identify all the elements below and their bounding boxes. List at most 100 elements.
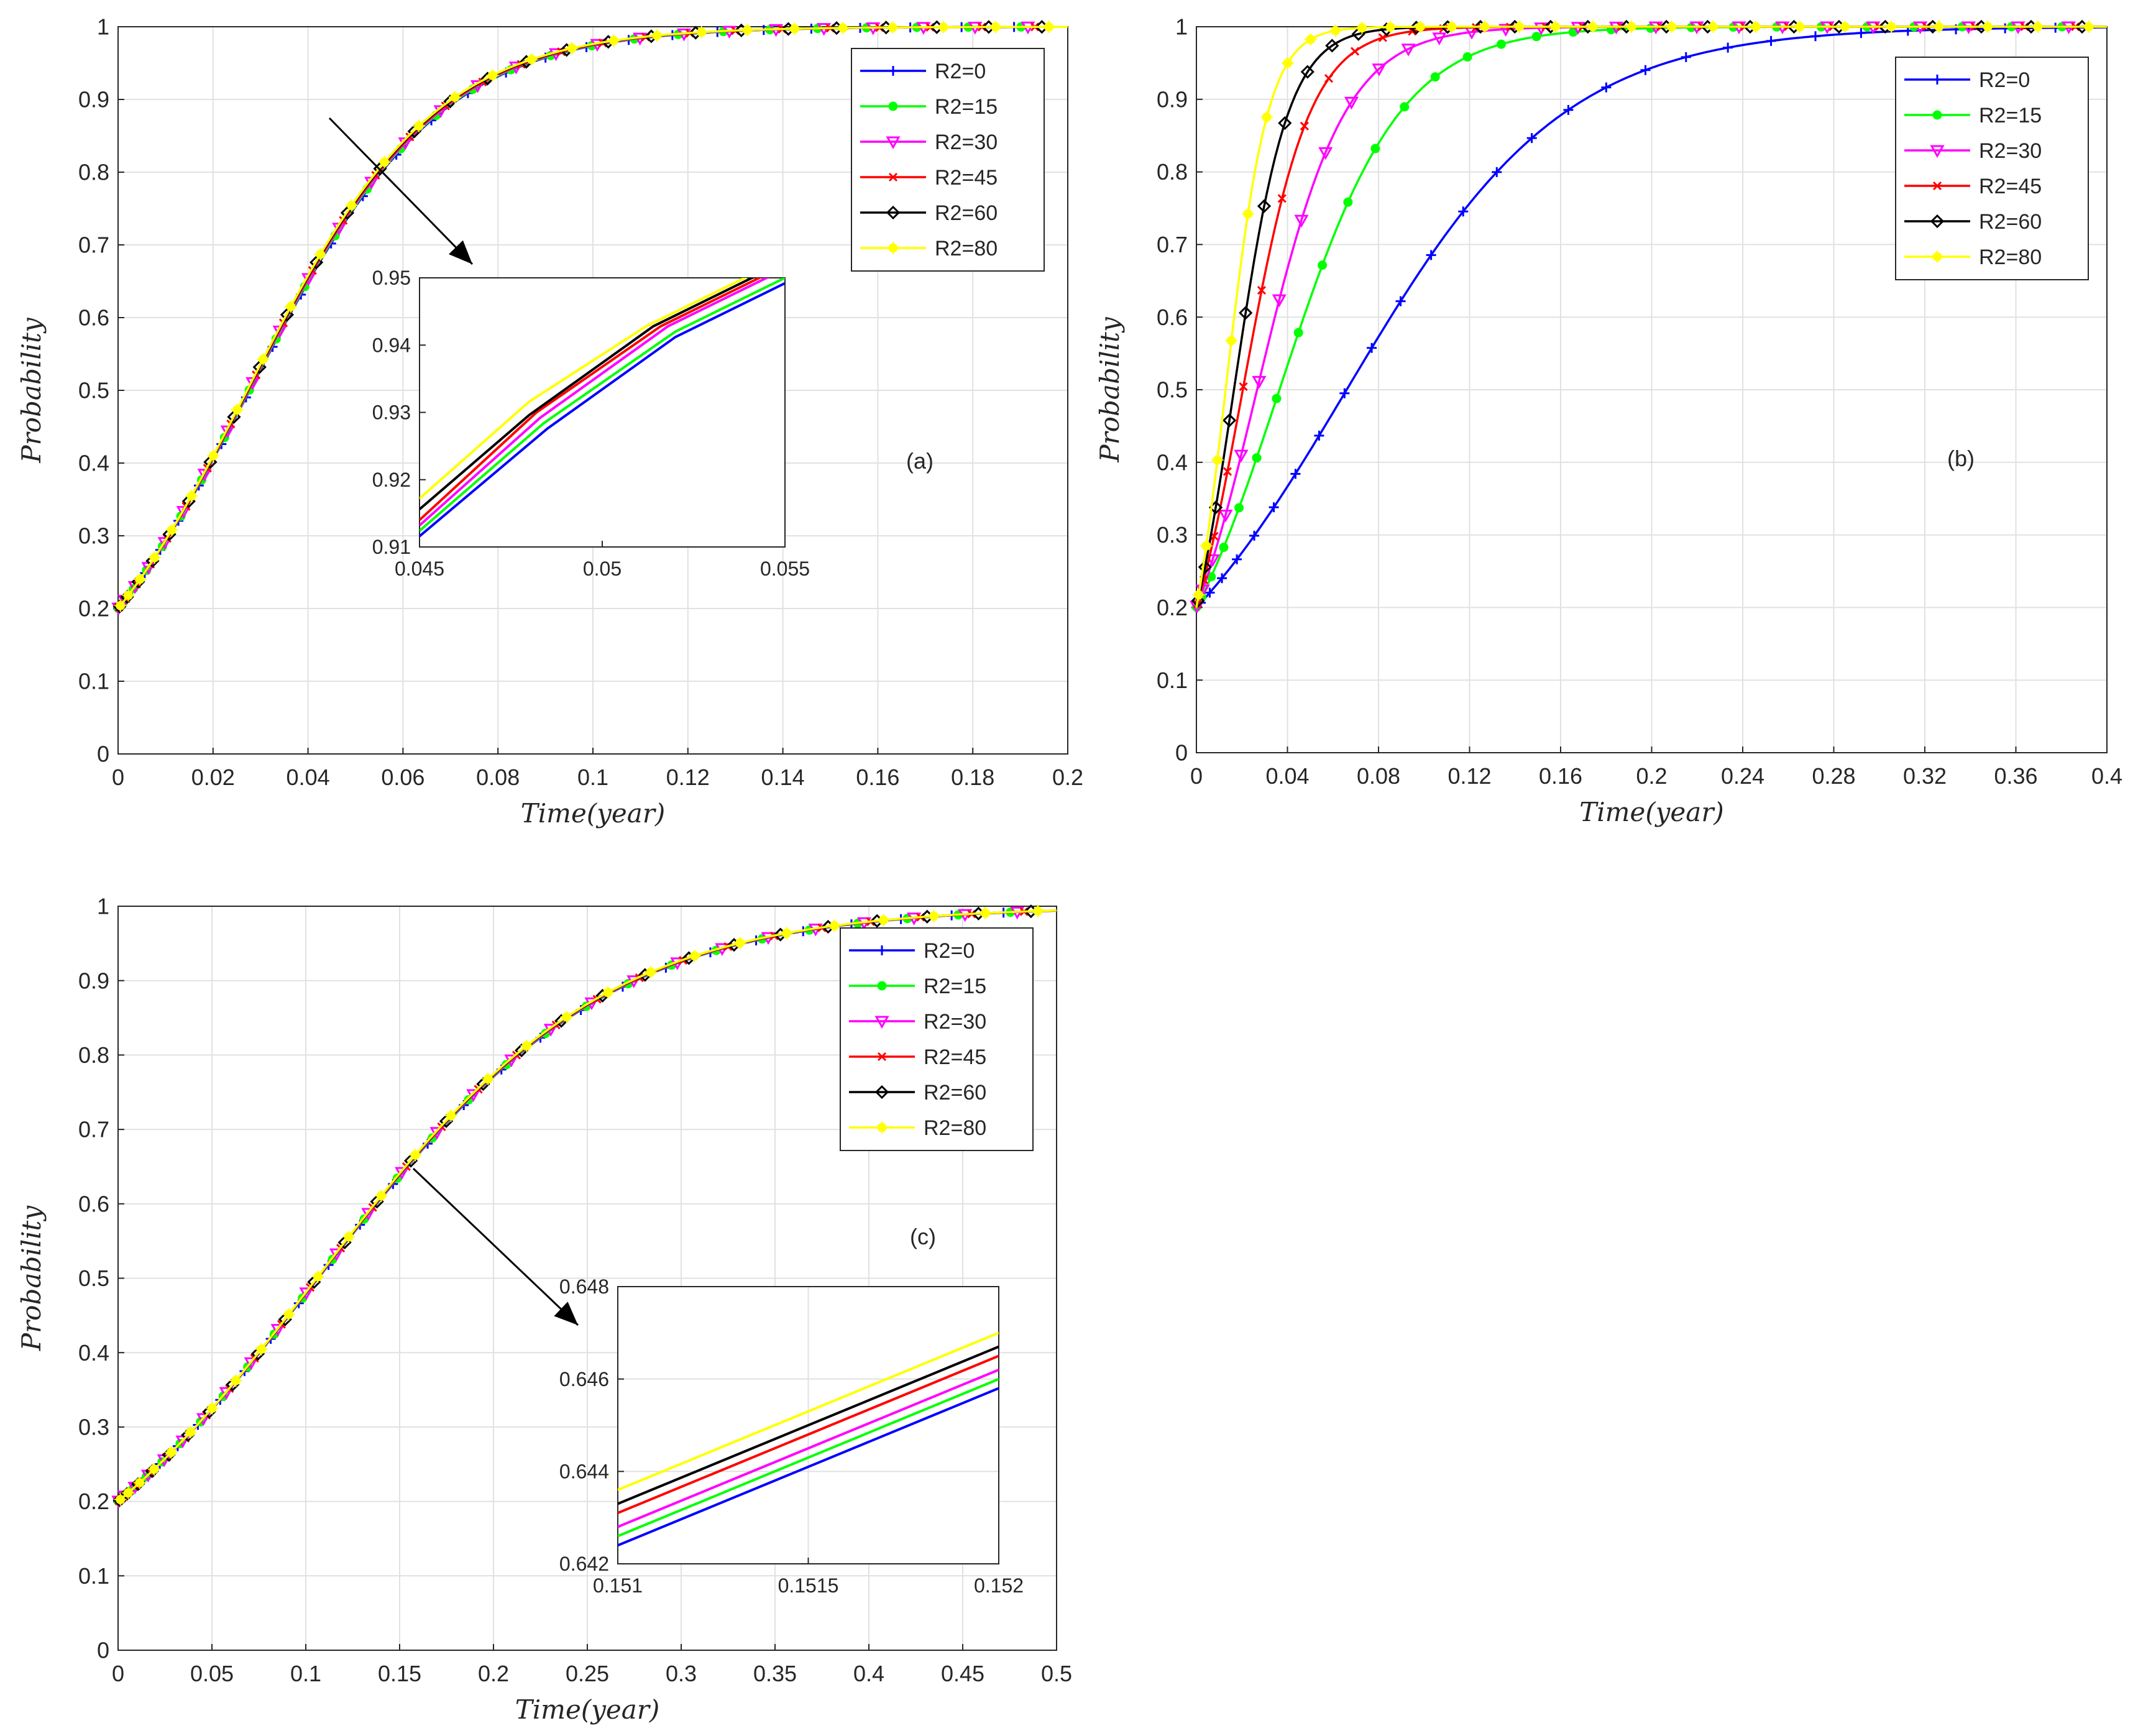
data-point-marker: [1549, 21, 1562, 34]
legend-entry-label: R2=30: [935, 131, 998, 154]
panel-c-inset-x-tick-label: 0.152: [974, 1574, 1024, 1597]
data-point-marker: [1838, 21, 1851, 33]
legend-marker: [1932, 181, 1942, 191]
data-point-marker: [741, 24, 754, 37]
panel-b-y-tick-label: 0.4: [1157, 449, 1188, 475]
panel-c-y-tick-label: 0.5: [78, 1265, 109, 1291]
legend-marker: [1930, 214, 1945, 229]
inset-series-line: [420, 282, 785, 538]
data-point-marker: [1042, 21, 1055, 34]
data-point-marker: [375, 1189, 388, 1202]
data-point-marker: [651, 29, 664, 42]
data-point-marker: [1260, 111, 1273, 124]
legend-entry-label: R2=45: [924, 1045, 986, 1069]
data-point-marker: [733, 937, 746, 950]
data-point-marker: [133, 1476, 146, 1489]
data-point-marker: [196, 1413, 211, 1426]
panel-c-axes-box: [117, 906, 1057, 1651]
panel-b-x-tick-label: 0.4: [2091, 763, 2122, 789]
legend-entry-label: R2=0: [935, 60, 986, 83]
data-point-marker: [1383, 21, 1397, 34]
panel-a-x-tick-label: 0.2: [1052, 765, 1083, 790]
data-point-marker: [1526, 133, 1537, 144]
panel-a-y-tick-label: 0.5: [78, 378, 109, 403]
data-point-marker: [937, 21, 950, 34]
data-point-marker: [1856, 28, 1866, 39]
inset-series-line: [618, 1387, 999, 1547]
panel-c-x-tick-label: 0.2: [478, 1661, 509, 1686]
data-point-marker: [345, 199, 358, 212]
legend-marker: [1932, 110, 1942, 120]
data-point-marker: [525, 53, 538, 66]
inset-series-line: [420, 278, 785, 532]
legend-marker: [888, 101, 898, 111]
data-point-marker: [122, 1486, 135, 1499]
data-point-marker: [1462, 52, 1472, 62]
panel-b-series-group: [1190, 19, 2108, 614]
data-point-marker: [1232, 554, 1242, 564]
panel-c-inset-y-tick-label: 0.646: [559, 1368, 609, 1390]
data-point-marker: [788, 22, 801, 35]
inset-series-line: [618, 1354, 999, 1515]
panel-c-zoom-arrow: [412, 1167, 579, 1326]
legend-marker: [1931, 250, 1943, 263]
inset-series-line: [420, 278, 763, 521]
panel-a-y-tick-label: 0.4: [78, 451, 109, 476]
data-point-marker: [413, 119, 426, 132]
legend-marker: [886, 136, 901, 150]
data-point-marker: [114, 599, 127, 612]
legend-marker: [877, 1052, 887, 1062]
data-point-marker: [1217, 573, 1227, 584]
data-point-marker: [1356, 21, 1369, 34]
legend-entry-label: R2=45: [935, 166, 998, 190]
panel-a-y-tick-label: 0.6: [78, 305, 109, 331]
panel-a-inset-y-tick-label: 0.92: [372, 469, 411, 491]
legend-marker: [888, 66, 898, 76]
data-point-marker: [244, 1357, 259, 1371]
panel-c-inset-y-tick-label: 0.642: [559, 1553, 609, 1575]
data-point-marker: [1430, 72, 1440, 82]
data-point-marker: [1239, 382, 1248, 392]
data-point-marker: [695, 25, 708, 39]
data-point-marker: [1314, 430, 1324, 441]
data-point-marker: [1192, 589, 1205, 602]
data-point-marker: [165, 1446, 178, 1459]
panel-a-y-tick-label: 0.9: [78, 87, 109, 113]
data-point-marker: [449, 91, 462, 104]
panel-c-x-tick-label: 0.25: [566, 1661, 609, 1686]
data-point-marker: [1339, 388, 1350, 398]
inset-series-group: [420, 278, 785, 538]
panel-b-y-tick-label: 0.1: [1157, 668, 1188, 693]
panel-c-series-group: [111, 904, 1057, 1509]
panel-a-inset: 0.045 0.05 0.055 0.91 0.92 0.93 0.94 0.95: [372, 267, 810, 580]
panel-b-y-tick-label: 0.3: [1157, 522, 1188, 548]
panel-b-x-tick-label: 0.04: [1265, 763, 1309, 789]
data-point-marker: [1325, 39, 1339, 53]
data-point-marker: [1414, 21, 1427, 34]
legend-box: [851, 48, 1045, 272]
panel-c-y-tick-label: 0.7: [78, 1117, 109, 1142]
panel-b-y-tick-label: 0.7: [1157, 232, 1188, 257]
panel-c-y-tick-label: 0.6: [78, 1191, 109, 1216]
data-point-marker: [1225, 334, 1238, 347]
panel-b-y-tick-label: 1: [1175, 14, 1188, 40]
panel-c-x-tick-label: 0.4: [853, 1661, 884, 1686]
data-point-marker: [886, 21, 899, 34]
data-point-marker: [134, 572, 147, 586]
data-point-marker: [1241, 208, 1254, 221]
inset-series-line: [420, 278, 770, 526]
panel-b-y-tick-label: 0.5: [1157, 377, 1188, 403]
data-point-marker: [1304, 33, 1317, 46]
data-point-marker: [1269, 502, 1279, 513]
data-point-marker: [927, 909, 940, 922]
legend-entry-label: R2=30: [1979, 139, 2042, 163]
panel-a-inset-y-tick-label: 0.93: [372, 402, 411, 424]
data-point-marker: [314, 248, 327, 261]
legend-entry-label: R2=0: [924, 939, 975, 963]
legend-entry-label: R2=30: [924, 1010, 986, 1034]
panel-a-x-tick-label: 0.18: [951, 765, 994, 790]
panel-a-x-tick-label: 0.14: [761, 765, 805, 790]
panel-c-inset-y-tick-label: 0.648: [559, 1275, 609, 1298]
data-point-marker: [1586, 21, 1599, 33]
data-point-marker: [780, 927, 793, 940]
